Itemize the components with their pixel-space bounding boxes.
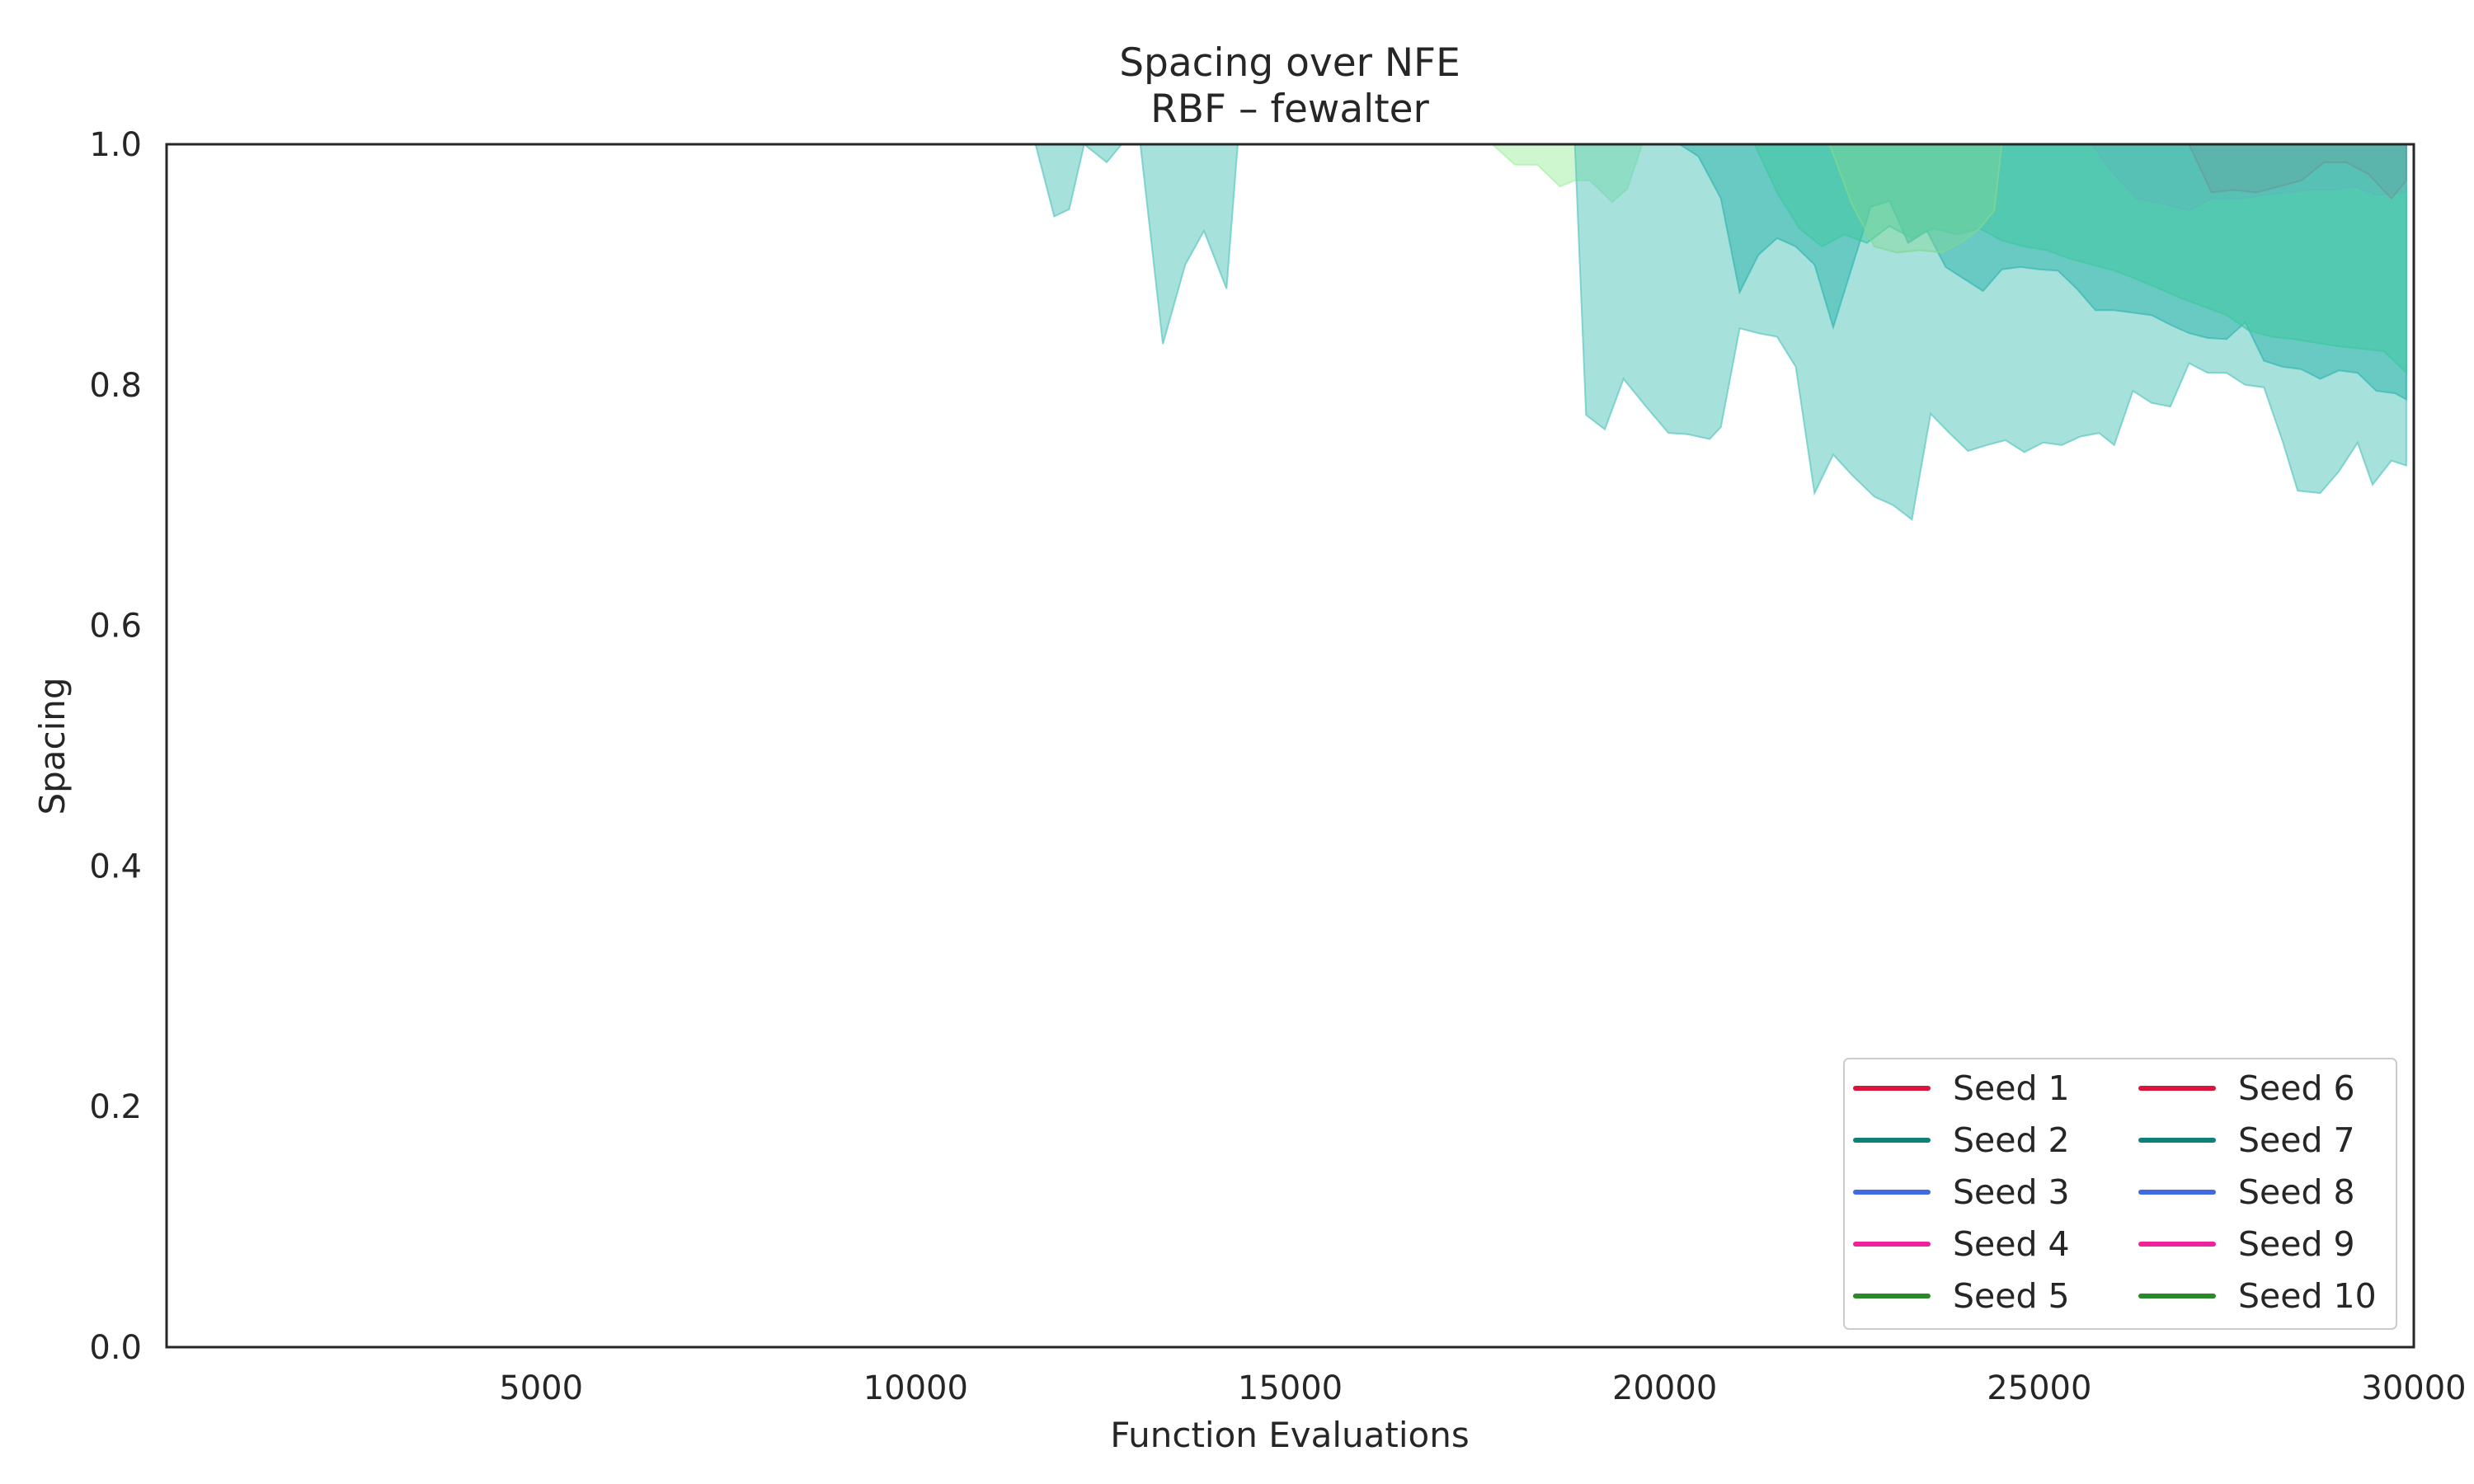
- y-tick-label: 0.2: [89, 1088, 142, 1126]
- legend-label: Seed 3: [1953, 1172, 2070, 1212]
- x-tick-label: 5000: [499, 1369, 583, 1407]
- legend-label: Seed 8: [2238, 1172, 2355, 1212]
- y-axis-label: Spacing: [32, 677, 73, 815]
- y-tick-label: 0.6: [89, 608, 142, 646]
- chart-subtitle: RBF – fewalter: [1150, 87, 1429, 132]
- area-band-6: [1828, 143, 2003, 254]
- area-bands: [1034, 143, 2407, 522]
- y-tick-label: 0.8: [89, 367, 142, 405]
- x-tick-label: 30000: [2361, 1369, 2466, 1407]
- area-band-7: [2090, 143, 2407, 212]
- x-axis-ticks: 5000 10000 15000 20000 25000 30000: [499, 1369, 2466, 1407]
- plot-frame: [165, 143, 2415, 1349]
- y-tick-label: 1.0: [89, 126, 142, 164]
- legend-box: [1843, 1058, 2397, 1330]
- y-tick-label: 0.0: [89, 1329, 142, 1367]
- legend-label: Seed 4: [1953, 1224, 2070, 1264]
- x-tick-label: 25000: [1987, 1369, 2091, 1407]
- x-tick-label: 15000: [1238, 1369, 1343, 1407]
- area-band-8: [2187, 143, 2407, 200]
- y-axis-ticks: 0.0 0.2 0.4 0.6 0.8 1.0: [89, 126, 142, 1367]
- legend-label: Seed 5: [1953, 1276, 2070, 1316]
- x-axis-label: Function Evaluations: [1110, 1415, 1469, 1455]
- legend-label: Seed 2: [1953, 1120, 2070, 1160]
- x-tick-label: 20000: [1612, 1369, 1717, 1407]
- chart-title: Spacing over NFE: [1119, 40, 1460, 86]
- legend: Seed 1 Seed 2 Seed 3 Seed 4 Seed 5 Seed 6 Seed…: [1843, 1058, 2397, 1330]
- y-tick-label: 0.4: [89, 848, 142, 885]
- legend-label: Seed 9: [2238, 1224, 2355, 1264]
- legend-label: Seed 1: [1953, 1068, 2070, 1108]
- legend-label: Seed 10: [2238, 1276, 2377, 1316]
- x-tick-label: 10000: [863, 1369, 968, 1407]
- legend-label: Seed 6: [2238, 1068, 2355, 1108]
- legend-label: Seed 7: [2238, 1120, 2355, 1160]
